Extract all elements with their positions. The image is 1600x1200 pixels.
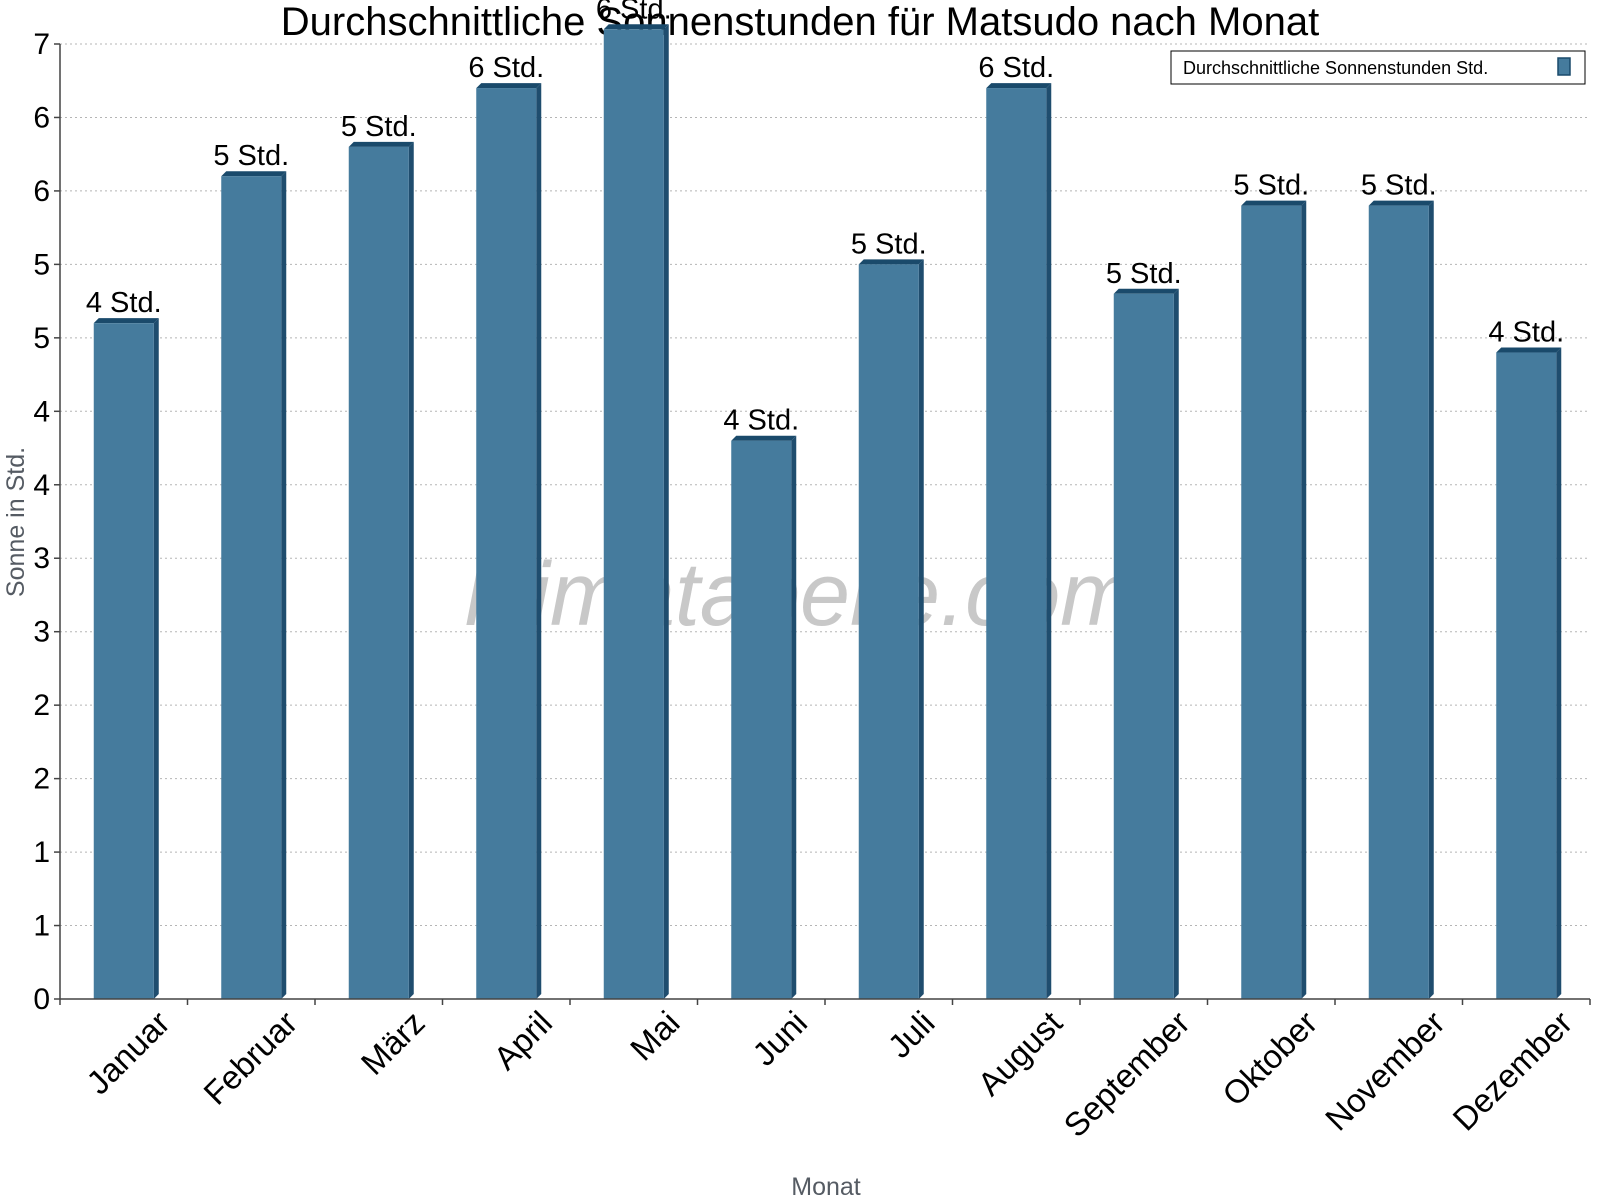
bar-top bbox=[1241, 200, 1307, 206]
bar-side bbox=[536, 83, 542, 1000]
data-label: 6 Std. bbox=[468, 52, 544, 84]
y-tick-label: 5 bbox=[33, 248, 50, 281]
x-tick-label: Februar bbox=[196, 1004, 304, 1112]
data-label: 5 Std. bbox=[213, 140, 289, 172]
bar-side bbox=[408, 141, 414, 999]
y-tick-label: 2 bbox=[33, 689, 50, 722]
x-tick-label: Mai bbox=[623, 1004, 687, 1068]
bar bbox=[1496, 347, 1562, 999]
x-tick-label: September bbox=[1056, 1004, 1196, 1144]
grid-lines bbox=[60, 43, 1590, 927]
chart-title: Durchschnittliche Sonnenstunden für Mats… bbox=[281, 0, 1319, 44]
x-tick-label: November bbox=[1318, 1004, 1452, 1138]
legend: Durchschnittliche Sonnenstunden Std. bbox=[1170, 50, 1586, 85]
bar bbox=[1368, 200, 1434, 1000]
bar bbox=[221, 171, 287, 999]
x-ticks: Januar Februar März April Mai Juni Juli AugustS… bbox=[59, 999, 1591, 1144]
bar-front bbox=[221, 176, 282, 999]
bar-top bbox=[348, 141, 414, 147]
y-tick-label: 5 bbox=[33, 322, 50, 355]
x-tick-label: Juli bbox=[881, 1004, 942, 1065]
bar bbox=[1113, 288, 1179, 999]
bar-front bbox=[476, 88, 537, 1000]
bar-front bbox=[1241, 205, 1302, 1000]
x-tick-label: Januar bbox=[79, 1004, 177, 1102]
data-label: 6 Std. bbox=[596, 0, 672, 25]
legend-label: Durchschnittliche Sonnenstunden Std. bbox=[1183, 58, 1488, 78]
y-tick-label: 6 bbox=[33, 101, 50, 134]
data-label: 4 Std. bbox=[86, 287, 162, 319]
data-labels: 4 Std. 5 Std. 5 Std. 6 Std. 6 Std. 4 Std. 5 St… bbox=[86, 0, 1564, 437]
y-axis-label: Sonne in Std. bbox=[2, 447, 30, 597]
bar-front bbox=[986, 88, 1047, 1000]
data-label: 4 Std. bbox=[1488, 317, 1564, 349]
bar-top bbox=[221, 171, 287, 177]
x-tick-label: August bbox=[970, 1004, 1069, 1103]
y-tick-label: 1 bbox=[33, 910, 50, 943]
x-tick-label: Dezember bbox=[1445, 1004, 1579, 1138]
bar-top bbox=[476, 83, 542, 89]
bar-top bbox=[731, 435, 797, 441]
bar-side bbox=[1046, 83, 1052, 1000]
data-label: 5 Std. bbox=[1361, 170, 1437, 202]
x-tick-label: März bbox=[354, 1004, 432, 1082]
y-ticks: 0 1 1 2 2 3 3 4 4 5 5 6 6 7 bbox=[33, 28, 60, 1016]
x-tick-label: Juni bbox=[745, 1004, 814, 1073]
bar-front bbox=[348, 146, 409, 999]
bar bbox=[476, 83, 542, 1000]
bar-front bbox=[1368, 205, 1429, 1000]
x-tick-label: Oktober bbox=[1215, 1004, 1324, 1113]
data-label: 4 Std. bbox=[723, 405, 799, 437]
bar-side bbox=[153, 318, 159, 1000]
bar bbox=[1241, 200, 1307, 1000]
x-tick-label: April bbox=[486, 1004, 559, 1077]
bar-front bbox=[1113, 293, 1174, 999]
y-tick-label: 4 bbox=[33, 395, 50, 428]
y-tick-label: 3 bbox=[33, 616, 50, 649]
bar bbox=[93, 318, 159, 1000]
bar-top bbox=[603, 24, 669, 30]
bars bbox=[93, 24, 1562, 1000]
bar-side bbox=[1173, 288, 1179, 999]
bar-top bbox=[1496, 347, 1562, 353]
bar-side bbox=[1556, 347, 1562, 999]
bar-side bbox=[663, 24, 669, 1000]
bar bbox=[986, 83, 1052, 1000]
y-tick-label: 7 bbox=[33, 28, 50, 61]
bar-top bbox=[1113, 288, 1179, 294]
data-label: 6 Std. bbox=[978, 52, 1054, 84]
bar-side bbox=[791, 435, 797, 999]
bar bbox=[731, 435, 797, 999]
bar-top bbox=[858, 259, 924, 265]
bar-top bbox=[986, 83, 1052, 89]
x-axis-label: Monat bbox=[791, 1173, 861, 1200]
y-tick-label: 2 bbox=[33, 763, 50, 796]
bar-front bbox=[731, 440, 792, 999]
y-tick-label: 3 bbox=[33, 542, 50, 575]
bar-front bbox=[603, 29, 664, 1000]
y-tick-label: 0 bbox=[33, 983, 50, 1016]
bar-side bbox=[1301, 200, 1307, 1000]
data-label: 5 Std. bbox=[341, 111, 417, 143]
bar bbox=[603, 24, 669, 1000]
bar-side bbox=[1428, 200, 1434, 1000]
bar-front bbox=[858, 264, 919, 999]
bar-top bbox=[93, 318, 159, 324]
y-tick-label: 6 bbox=[33, 175, 50, 208]
bar-side bbox=[918, 259, 924, 999]
y-tick-label: 1 bbox=[33, 836, 50, 869]
bar bbox=[348, 141, 414, 999]
legend-swatch bbox=[1557, 57, 1571, 76]
y-tick-label: 4 bbox=[33, 469, 50, 502]
bar-side bbox=[281, 171, 287, 999]
legend-box bbox=[1170, 50, 1586, 85]
data-label: 5 Std. bbox=[851, 228, 927, 260]
bar bbox=[858, 259, 924, 999]
bar-top bbox=[1368, 200, 1434, 206]
bar-front bbox=[93, 323, 154, 1000]
bar-front bbox=[1496, 352, 1557, 999]
data-label: 5 Std. bbox=[1233, 170, 1309, 202]
data-label: 5 Std. bbox=[1106, 258, 1182, 290]
